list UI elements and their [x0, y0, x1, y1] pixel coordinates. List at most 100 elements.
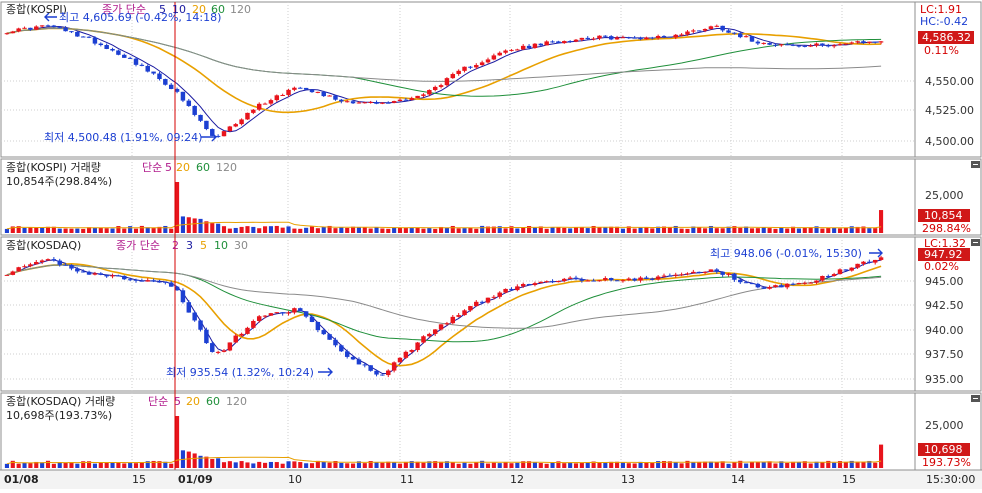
candle-body — [180, 91, 186, 101]
volume-bar — [685, 460, 690, 468]
volume-bar — [837, 228, 843, 233]
kospi-vol-ma-60: 60 — [196, 161, 210, 174]
volume-bar — [726, 226, 731, 233]
volume-bar — [515, 228, 520, 233]
candle-body — [127, 57, 133, 59]
kospi-ma-120: 120 — [230, 3, 251, 16]
candle-body — [51, 25, 57, 28]
candle-body — [708, 269, 714, 272]
volume-bar — [298, 462, 303, 468]
volume-bar — [796, 462, 801, 468]
candle-body — [702, 28, 708, 31]
candle-body — [98, 43, 104, 46]
candle-body — [820, 275, 825, 281]
candle-body — [826, 275, 831, 277]
candle-body — [86, 271, 92, 275]
high-arrow-icon — [44, 12, 57, 22]
volume-bar — [832, 462, 837, 468]
volume-bar — [603, 227, 608, 233]
candle-body — [450, 316, 456, 324]
candle-body — [239, 119, 244, 125]
candle-body — [192, 105, 197, 115]
candle-body — [515, 286, 520, 291]
volume-bar — [679, 228, 684, 233]
candle-body — [298, 87, 303, 89]
volume-bar — [104, 228, 109, 233]
volume-bar — [415, 227, 420, 233]
volume-bar — [808, 227, 813, 233]
candle-body — [732, 32, 737, 34]
candle-body — [749, 283, 755, 285]
candle-body — [80, 36, 86, 38]
volume-bar — [444, 461, 449, 468]
volume-bar — [268, 461, 273, 468]
candle-body — [720, 271, 725, 275]
volume-bar — [87, 461, 92, 468]
volume-bar — [198, 218, 203, 233]
kospi-volume-marks — [4, 182, 884, 233]
candle-body — [743, 282, 749, 284]
volume-bar — [57, 228, 62, 233]
volume-bar — [550, 462, 555, 468]
kospi-lc-label: LC:1.91 — [920, 3, 962, 16]
kosdaq-ma-prefix: 종가 단순 — [116, 239, 160, 252]
volume-bar — [309, 226, 315, 233]
candle-body — [45, 259, 51, 261]
kospi-ma-prefix: 종가 단순 — [102, 3, 146, 16]
kospi-hc-label: HC:-0.42 — [920, 15, 968, 28]
candle-body — [110, 275, 115, 277]
kospi-vol-pct: 298.84% — [922, 222, 971, 235]
volume-bar — [509, 463, 514, 468]
volume-bar — [233, 462, 238, 468]
time-axis-labels: 01/08 15 01/09 10 11 12 13 14 15 15:30:0… — [4, 473, 975, 486]
time-label-11: 11 — [400, 473, 414, 486]
candle-body — [438, 85, 444, 87]
volume-bar — [397, 463, 403, 468]
candle-body — [761, 287, 766, 289]
volume-bar — [744, 226, 749, 233]
candle-body — [872, 41, 878, 43]
kosdaq-volume-minimize-icon[interactable] — [971, 395, 980, 402]
candle-body — [350, 101, 356, 104]
volume-bar — [450, 462, 455, 468]
volume-bar — [98, 227, 103, 233]
candle-body — [286, 89, 291, 95]
volume-bar — [116, 462, 121, 468]
volume-bar — [439, 226, 444, 233]
candle-body — [644, 277, 649, 279]
volume-bar — [257, 461, 262, 468]
candle-body — [638, 37, 643, 40]
volume-bar — [403, 227, 408, 233]
candle-body — [843, 43, 849, 45]
candle-body — [391, 101, 397, 103]
volume-bar — [403, 461, 408, 468]
volume-bar — [597, 227, 602, 233]
volume-bar — [392, 462, 397, 468]
volume-bar — [867, 460, 872, 468]
volume-bar — [814, 226, 819, 233]
volume-bar — [474, 228, 479, 233]
volume-bar — [556, 461, 561, 468]
volume-bar — [274, 462, 279, 468]
candle-body — [10, 31, 16, 34]
volume-bar — [814, 461, 819, 468]
volume-bar — [491, 462, 496, 468]
volume-bar — [843, 227, 848, 233]
volume-bar — [251, 463, 256, 468]
candle-body — [80, 271, 86, 273]
candle-body — [597, 280, 602, 282]
volume-bar — [708, 225, 713, 233]
candle-body — [409, 350, 414, 352]
volume-bar — [92, 463, 97, 468]
candle-body — [784, 44, 790, 46]
kosdaq-price-minimize-icon[interactable] — [971, 239, 980, 246]
low-arrow-icon — [318, 367, 333, 377]
kosdaq-price-marks — [4, 248, 884, 378]
volume-bar — [133, 228, 139, 233]
candle-body — [28, 264, 33, 267]
candle-body — [192, 312, 197, 321]
kospi-volume-minimize-icon[interactable] — [971, 161, 980, 168]
volume-bar — [110, 228, 115, 233]
volume-bar — [362, 227, 367, 233]
